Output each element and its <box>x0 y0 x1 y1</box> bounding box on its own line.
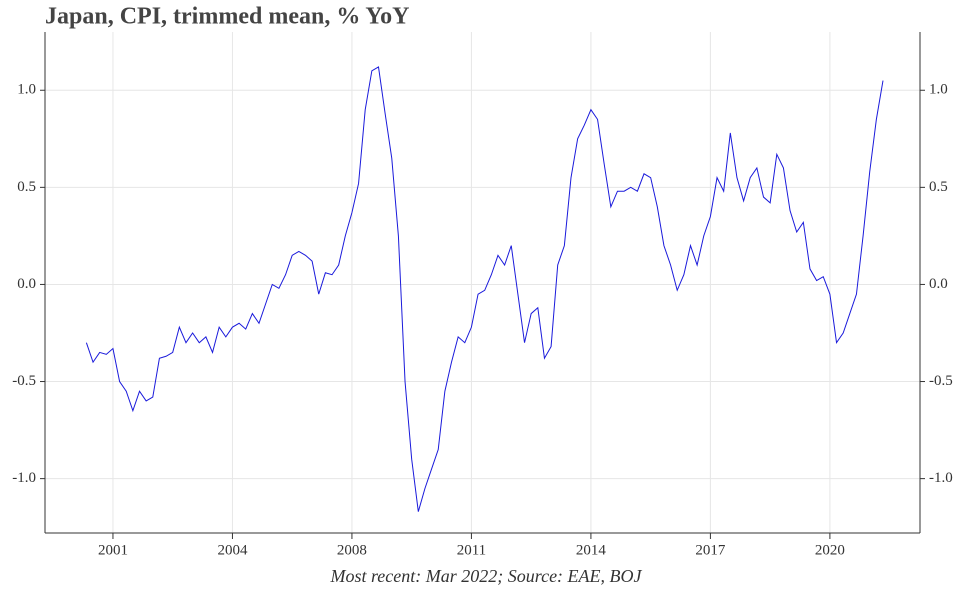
x-tick-label: 2014 <box>576 542 607 558</box>
chart-title: Japan, CPI, trimmed mean, % YoY <box>45 4 409 30</box>
y2-tick-label: 1.0 <box>929 82 948 98</box>
x-tick-label: 2017 <box>695 542 726 558</box>
x-tick-label: 2004 <box>217 542 248 558</box>
y2-tick-label: 0.5 <box>929 179 948 195</box>
data-line <box>85 66 884 512</box>
y-tick-label: -1.0 <box>12 470 36 486</box>
x-tick-label: 2001 <box>98 542 128 558</box>
y-tick-label: -0.5 <box>12 373 36 389</box>
y-tick-label: 0.5 <box>17 179 36 195</box>
x-tick-label: 2008 <box>337 542 367 558</box>
x-tick-label: 2011 <box>457 542 486 558</box>
y2-tick-label: -0.5 <box>929 373 953 389</box>
y-tick-label: 1.0 <box>17 82 36 98</box>
footnote: Most recent: Mar 2022; Source: EAE, BOJ <box>329 566 642 586</box>
y2-tick-label: -1.0 <box>929 470 953 486</box>
y2-tick-label: 0.0 <box>929 276 948 292</box>
x-tick-label: 2020 <box>815 542 845 558</box>
y-tick-label: 0.0 <box>17 276 36 292</box>
